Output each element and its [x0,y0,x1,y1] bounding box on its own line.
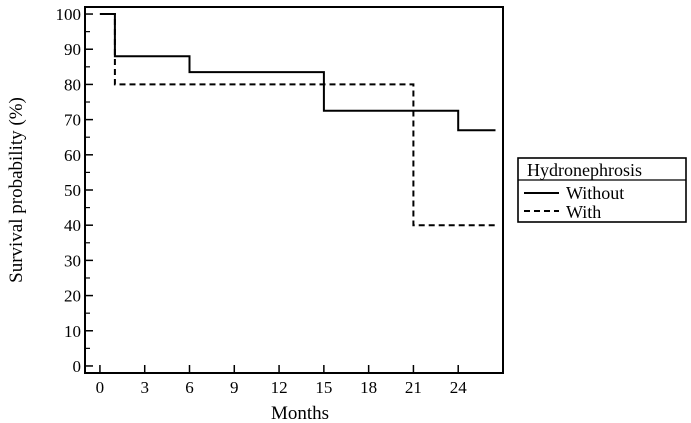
x-tick-label: 15 [315,378,332,397]
y-tick-label: 50 [64,181,81,200]
y-tick-label: 40 [64,216,81,235]
y-tick-label: 80 [64,75,81,94]
y-tick-label: 70 [64,111,81,130]
y-tick-label: 60 [64,146,81,165]
series-line-without [99,13,496,132]
y-tick-label: 100 [56,5,82,24]
y-axis-title: Survival probability (%) [6,97,27,283]
y-tick-label: 90 [64,40,81,59]
x-tick-label: 18 [360,378,377,397]
x-tick-label: 3 [140,378,149,397]
legend-label-without: Without [566,183,624,203]
x-tick-label: 24 [450,378,468,397]
y-tick-label: 20 [64,287,81,306]
x-tick-label: 0 [96,378,105,397]
y-tick-label: 10 [64,322,81,341]
legend: Hydronephrosis Without With [517,157,687,223]
x-axis-title: Months [271,403,329,423]
series-layer [99,13,496,227]
series-line-with [99,13,496,227]
ticks-layer: 0 3 6 9 12 15 18 21 24 0 10 20 30 40 50 60 70 80 90 100 [56,5,468,397]
legend-label-with: With [566,202,601,222]
y-tick-label: 30 [64,251,81,270]
x-tick-label: 12 [271,378,288,397]
plot-frame [84,6,504,374]
y-tick-label: 0 [73,357,82,376]
x-tick-label: 6 [185,378,194,397]
x-tick-label: 9 [230,378,239,397]
x-tick-label: 21 [405,378,422,397]
legend-title: Hydronephrosis [527,160,642,180]
